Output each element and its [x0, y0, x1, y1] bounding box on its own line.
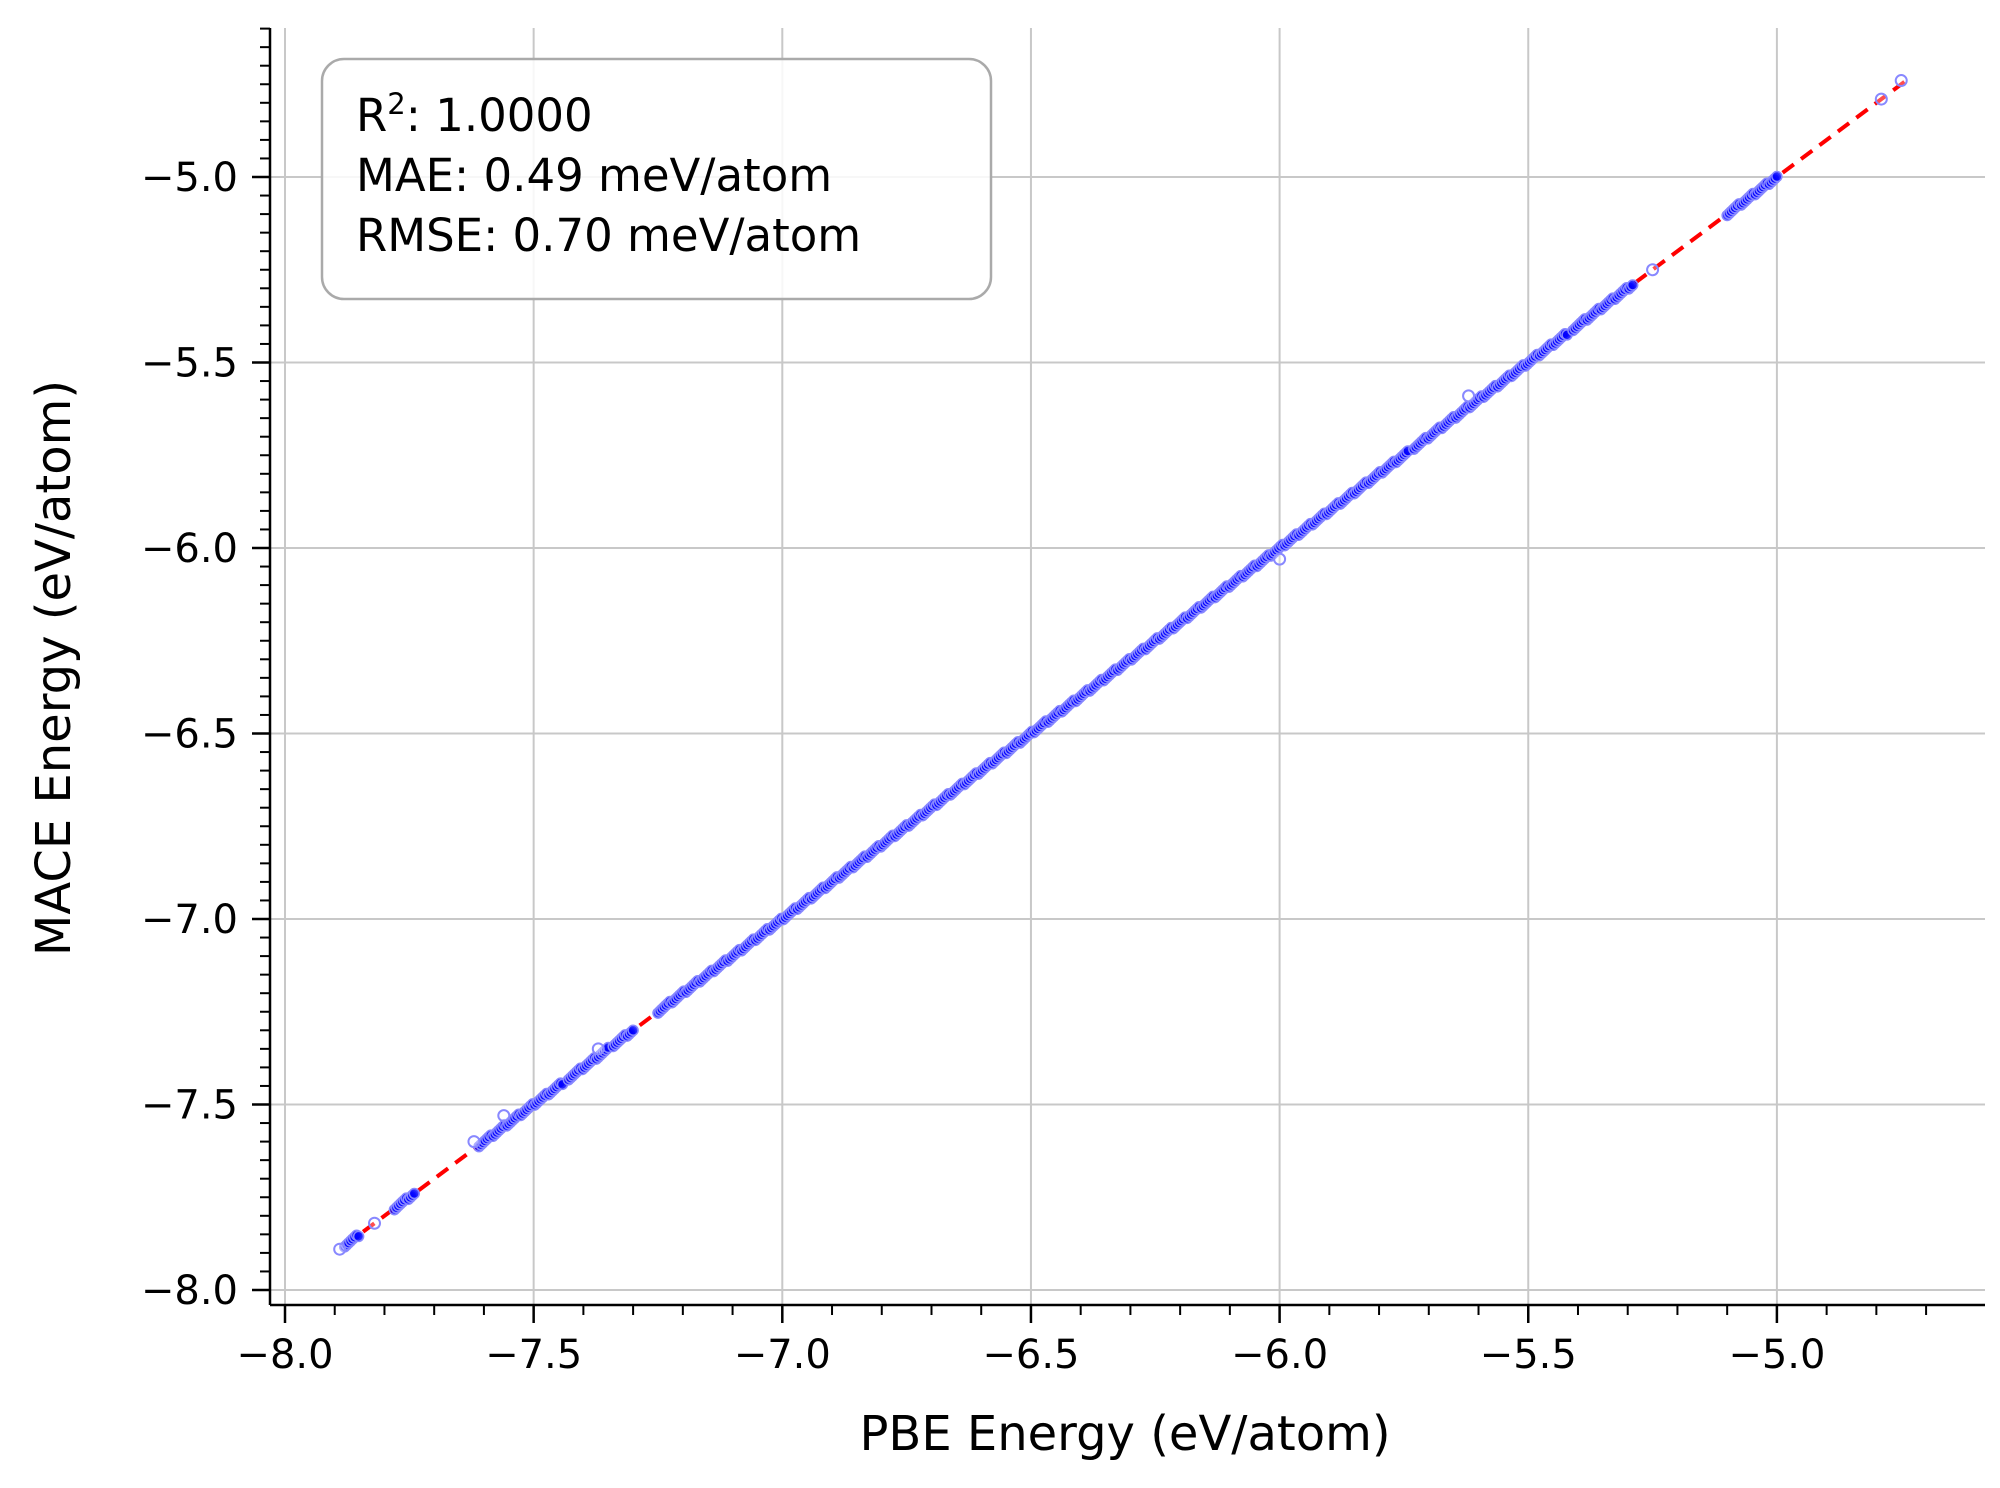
mae-label: MAE: 0.49 meV/atom — [356, 149, 832, 202]
tick-labels: −8.0 −7.5 −7.0 −6.5 −6.0 −5.5 −5.0 −8.0 −7.5 −7.0… — [141, 155, 1826, 1378]
data-point — [352, 1230, 365, 1243]
data-point-outlier — [1273, 552, 1287, 566]
y-tick-label: −5.5 — [141, 341, 238, 387]
y-axis-title: MACE Energy (eV/atom) — [26, 380, 82, 956]
data-point — [408, 1187, 421, 1200]
x-tick-label: −7.0 — [734, 1332, 831, 1378]
data-point — [627, 1024, 639, 1037]
data-point-outlier — [467, 1135, 481, 1149]
y-tick-label: −7.5 — [141, 1083, 238, 1129]
y-tick-label: −6.0 — [141, 526, 238, 572]
stats-box: R2: 1.0000 MAE: 0.49 meV/atom RMSE: 0.70… — [320, 57, 993, 301]
x-tick-label: −5.5 — [1480, 1332, 1577, 1378]
y-tick-label: −7.0 — [141, 897, 238, 943]
data-point-outlier — [368, 1216, 382, 1230]
rmse-label: RMSE: 0.70 meV/atom — [356, 209, 861, 262]
data-point-outlier — [1874, 92, 1888, 106]
data-point-outlier — [497, 1109, 511, 1123]
data-point-outlier — [1646, 263, 1660, 277]
data-point — [1771, 170, 1783, 183]
x-tick-label: −8.0 — [236, 1332, 333, 1378]
data-point-outlier — [591, 1042, 605, 1056]
x-axis-title: PBE Energy (eV/atom) — [859, 1406, 1390, 1462]
scatter-points — [333, 74, 1908, 1256]
y-tick-label: −6.5 — [141, 712, 238, 758]
data-point — [1626, 279, 1639, 291]
stats-box-frame — [320, 57, 993, 301]
x-tick-label: −6.0 — [1231, 1332, 1328, 1378]
axes — [252, 27, 1985, 1323]
grid — [270, 28, 1985, 1305]
y-tick-label: −8.0 — [141, 1268, 238, 1314]
x-tick-label: −6.5 — [982, 1332, 1079, 1378]
x-tick-label: −7.5 — [485, 1332, 582, 1378]
y-tick-label: −5.0 — [141, 155, 238, 201]
data-point-outlier — [1462, 389, 1476, 403]
r2-label: R2: 1.0000 — [356, 87, 593, 142]
x-tick-label: −5.0 — [1728, 1332, 1825, 1378]
data-point-outlier — [1894, 74, 1908, 88]
data-point-outlier — [333, 1242, 347, 1256]
